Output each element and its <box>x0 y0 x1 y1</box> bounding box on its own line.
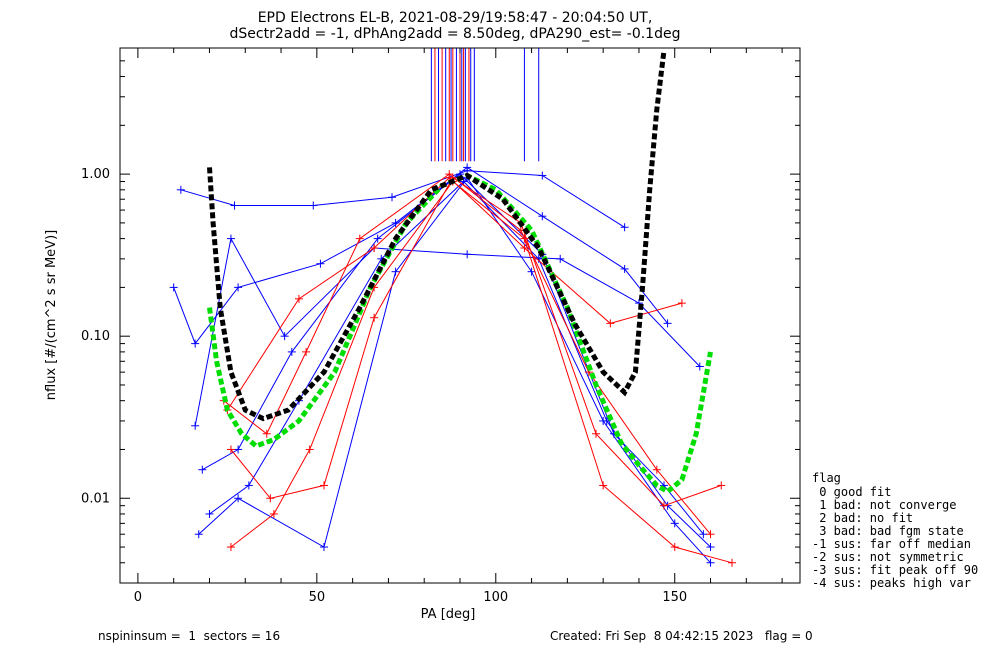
data-point <box>463 250 472 259</box>
data-point <box>699 530 708 539</box>
data-series-line <box>202 173 704 535</box>
data-point <box>706 530 715 539</box>
data-point <box>373 234 382 243</box>
data-point <box>670 519 679 528</box>
data-point <box>706 558 715 567</box>
data-point <box>538 212 547 221</box>
data-point <box>320 481 328 490</box>
data-series-line <box>173 166 668 345</box>
y-axis-label: nflux [#/(cm^2 s sr MeV)] <box>44 230 59 400</box>
chart-title: EPD Electrons EL-B, 2021-08-29/19:58:47 … <box>258 10 653 26</box>
data-point <box>316 259 325 268</box>
data-point <box>269 509 278 518</box>
data-point <box>592 429 600 438</box>
legend-entry: 1 bad: not converge <box>812 498 957 512</box>
data-point <box>302 347 311 356</box>
data-point <box>320 543 328 552</box>
data-point <box>388 193 396 202</box>
data-series-line <box>230 180 733 564</box>
legend-entry: -1 sus: far off median <box>812 537 971 551</box>
data-point <box>706 543 715 552</box>
legend-entry: -2 sus: not symmetric <box>812 550 964 564</box>
data-point <box>234 494 243 503</box>
data-point <box>620 223 629 232</box>
data-point <box>527 267 536 276</box>
data-point <box>234 445 243 454</box>
data-point <box>191 339 200 348</box>
data-point <box>294 294 303 303</box>
data-point <box>556 254 565 263</box>
footer-left: nspininsum = 1 sectors = 16 <box>98 629 280 643</box>
x-tick-label: 50 <box>309 590 326 605</box>
data-point <box>459 177 468 186</box>
data-point <box>355 234 364 243</box>
data-point <box>226 445 235 454</box>
data-point <box>266 494 275 503</box>
data-point <box>230 201 239 210</box>
data-point <box>728 558 736 567</box>
data-point <box>169 283 178 292</box>
legend-entry: 0 good fit <box>812 485 891 499</box>
data-point <box>305 445 314 454</box>
data-point <box>599 481 608 490</box>
legend-entry: 2 bad: no fit <box>812 511 913 525</box>
y-tick-label: 0.01 <box>81 491 110 506</box>
data-point <box>391 267 400 276</box>
data-series-line <box>226 177 683 411</box>
data-point <box>660 501 668 510</box>
x-tick-label: 100 <box>483 590 508 605</box>
data-point <box>287 347 296 356</box>
data-point <box>695 362 704 371</box>
x-tick-label: 0 <box>134 590 142 605</box>
data-point <box>280 332 289 341</box>
flag-legend: flag 0 good fit 1 bad: not converge 2 ba… <box>812 471 978 590</box>
data-point <box>606 319 615 328</box>
data-series-line <box>194 237 701 426</box>
y-tick-label: 1.00 <box>81 167 110 182</box>
data-point <box>194 530 203 539</box>
data-point <box>652 465 661 474</box>
data-point <box>520 234 529 243</box>
data-point <box>670 543 679 552</box>
fit-curve <box>207 50 667 422</box>
legend-entry: -3 sus: fit peak off 90 <box>812 563 978 577</box>
data-point <box>226 543 235 552</box>
data-point <box>198 465 207 474</box>
plot-area <box>169 48 736 567</box>
chart-subtitle: dSectr2add = -1, dPhAng2add = 8.50deg, d… <box>230 26 681 42</box>
data-point <box>370 244 379 253</box>
data-point <box>262 429 271 438</box>
data-point <box>176 185 185 194</box>
legend-entry: -4 sus: peaks high var <box>812 576 971 590</box>
data-point <box>226 234 235 243</box>
data-point <box>620 264 629 273</box>
legend-entry: 3 bad: bad fgm state <box>812 524 964 538</box>
data-point <box>244 481 253 490</box>
data-point <box>205 509 214 518</box>
data-point <box>191 421 200 430</box>
data-point <box>309 201 318 210</box>
data-point <box>663 319 672 328</box>
axes: 0 50 100 150 0.01 0.10 1.00 <box>81 47 800 605</box>
data-point <box>234 283 243 292</box>
data-point <box>538 171 547 180</box>
x-axis-label: PA [deg] <box>421 607 476 622</box>
legend-title: flag <box>812 471 841 485</box>
data-point <box>717 481 726 490</box>
data-point <box>370 313 379 322</box>
x-tick-label: 150 <box>662 590 687 605</box>
data-point <box>677 299 686 308</box>
y-tick-label: 0.10 <box>81 329 110 344</box>
footer-right: Created: Fri Sep 8 04:42:15 2023 flag = … <box>550 629 813 643</box>
